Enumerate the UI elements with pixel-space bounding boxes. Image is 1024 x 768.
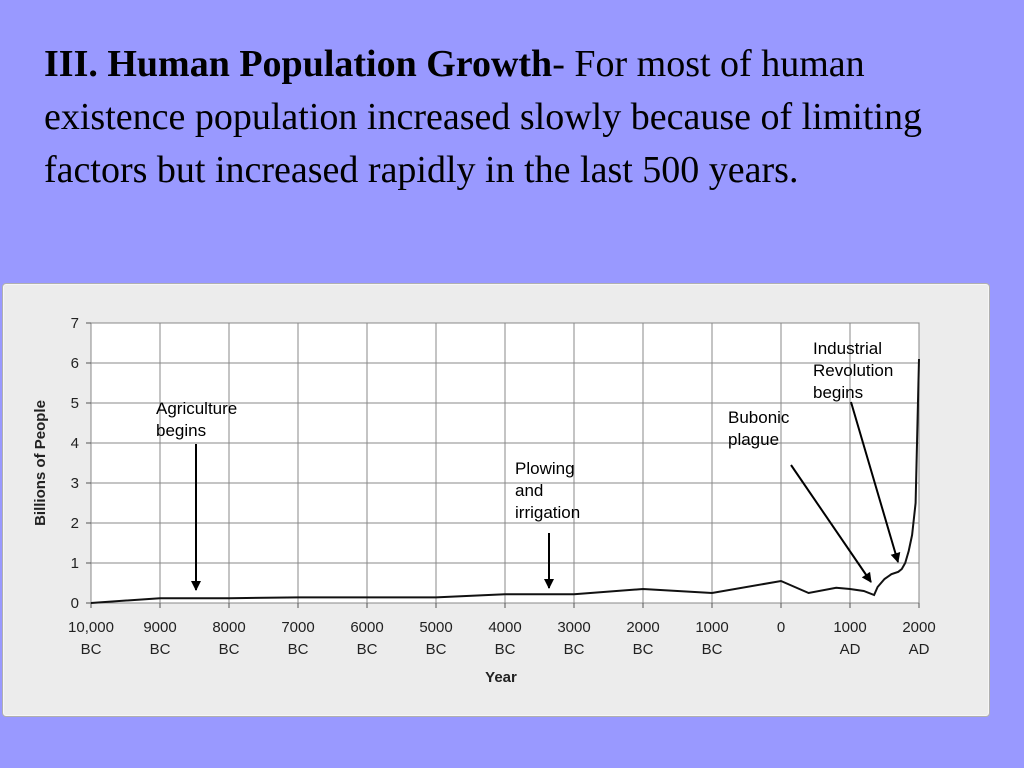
annotation-arrow-industrial <box>850 401 901 563</box>
x-tick-label-era: BC <box>219 641 240 658</box>
y-axis-title: Billions of People <box>32 400 49 526</box>
y-ticks: 0 1 2 3 4 5 6 7 <box>71 315 91 612</box>
population-chart: 0 1 2 3 4 5 6 7 10,000 BC 9000 BC 8000 BC 7000 BC 6000 B… <box>32 315 936 686</box>
x-tick-label-era: BC <box>150 641 171 658</box>
annotation-label-agriculture-1: Agriculture <box>156 399 237 418</box>
x-tick-label-era: AD <box>840 641 861 658</box>
annotation-label-industrial-2: Revolution <box>813 361 893 380</box>
annotation-label-plowing-1: Plowing <box>515 459 575 478</box>
y-tick-label: 0 <box>71 595 79 612</box>
y-tick-label: 4 <box>71 435 79 452</box>
y-tick-label: 2 <box>71 515 79 532</box>
x-tick-label-era: BC <box>495 641 516 658</box>
annotation-label-industrial-1: Industrial <box>813 339 882 358</box>
x-tick-label-era: BC <box>426 641 447 658</box>
annotation-label-industrial-3: begins <box>813 383 863 402</box>
y-tick-label: 6 <box>71 355 79 372</box>
x-tick-label-era: BC <box>81 641 102 658</box>
y-tick-label: 1 <box>71 555 79 572</box>
x-tick-label: 10,000 <box>68 619 114 636</box>
y-tick-label: 3 <box>71 475 79 492</box>
annotation-label-plague-2: plague <box>728 430 779 449</box>
chart-panel: 0 1 2 3 4 5 6 7 10,000 BC 9000 BC 8000 BC 7000 BC 6000 B… <box>2 283 990 717</box>
annotation-plague: Bubonic plague <box>728 408 872 583</box>
x-tick-label: 9000 <box>143 619 176 636</box>
x-tick-label: 1000 <box>833 619 866 636</box>
x-tick-label: 1000 <box>695 619 728 636</box>
annotation-arrow-plague <box>790 464 872 583</box>
x-tick-label: 7000 <box>281 619 314 636</box>
x-tick-label-era: AD <box>909 641 930 658</box>
x-tick-label-era: BC <box>633 641 654 658</box>
x-tick-label: 2000 <box>626 619 659 636</box>
x-tick-label: 0 <box>777 619 785 636</box>
y-tick-label: 7 <box>71 315 79 332</box>
annotation-label-agriculture-2: begins <box>156 421 206 440</box>
x-tick-label: 5000 <box>419 619 452 636</box>
annotation-label-plowing-2: and <box>515 481 543 500</box>
heading-bold: III. Human Population Growth <box>44 43 553 85</box>
y-tick-label: 5 <box>71 395 79 412</box>
x-ticks: 10,000 BC 9000 BC 8000 BC 7000 BC 6000 BC 5000 BC 40… <box>68 603 936 658</box>
x-tick-label: 4000 <box>488 619 521 636</box>
x-axis-title: Year <box>485 669 517 686</box>
annotation-plowing: Plowing and irrigation <box>515 459 580 589</box>
annotation-label-plague-1: Bubonic <box>728 408 790 427</box>
x-tick-label: 8000 <box>212 619 245 636</box>
x-tick-label-era: BC <box>702 641 723 658</box>
annotation-industrial: Industrial Revolution begins <box>813 339 901 563</box>
x-tick-label: 2000 <box>902 619 935 636</box>
heading-text: - For most of human existence population… <box>44 43 922 191</box>
population-line <box>90 358 920 604</box>
annotation-agriculture: Agriculture begins <box>156 399 237 591</box>
annotation-label-plowing-3: irrigation <box>515 503 580 522</box>
x-tick-label: 3000 <box>557 619 590 636</box>
x-tick-label-era: BC <box>564 641 585 658</box>
x-tick-label-era: BC <box>288 641 309 658</box>
x-tick-label: 6000 <box>350 619 383 636</box>
slide-heading: III. Human Population Growth- For most o… <box>44 38 994 197</box>
x-tick-label-era: BC <box>357 641 378 658</box>
